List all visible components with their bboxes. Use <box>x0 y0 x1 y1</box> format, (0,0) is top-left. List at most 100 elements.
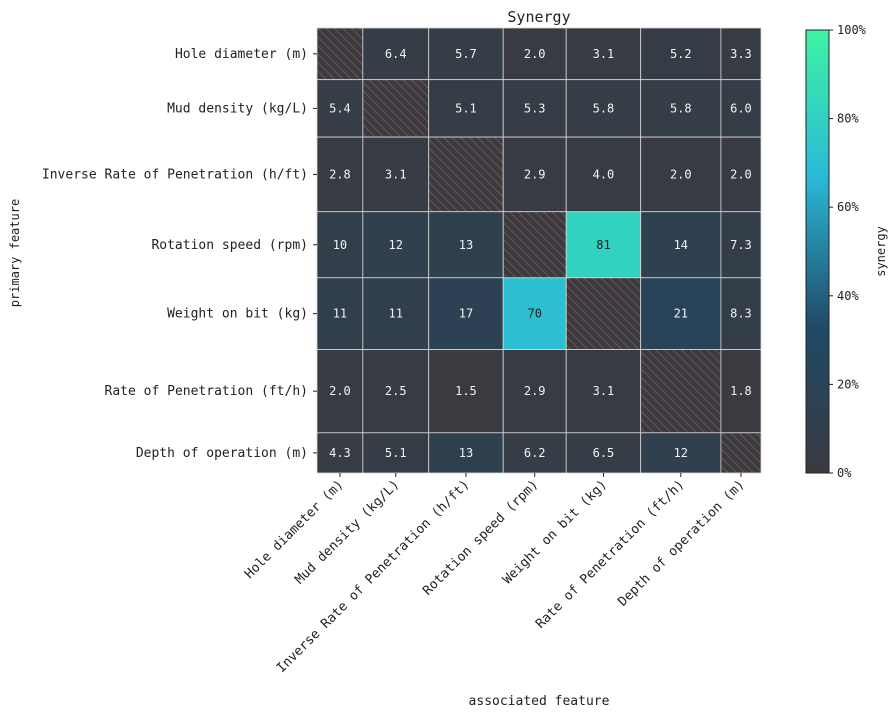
cell-value-label: 70 <box>527 307 541 321</box>
y-tick-labels: Hole diameter (m) Mud density (kg/L) Inver… <box>42 47 317 461</box>
cell-value-label: 8.3 <box>730 307 752 321</box>
heatmap-cell-diagonal <box>565 277 642 350</box>
x-tick-label: Hole diameter (m) <box>242 477 347 582</box>
cell-value-label: 4.3 <box>329 446 351 460</box>
cell-value-label: 2.0 <box>670 167 692 181</box>
cell-value-label: 3.1 <box>385 167 407 181</box>
y-axis-label: primary feature <box>8 199 22 307</box>
cell-value-label: 12 <box>389 238 403 252</box>
cell-value-label: 81 <box>596 238 610 252</box>
cell-value-label: 7.3 <box>730 238 752 252</box>
cell-value-label: 12 <box>674 446 688 460</box>
cell-value-label: 5.1 <box>385 446 407 460</box>
cell-value-label: 2.8 <box>329 167 351 181</box>
cell-value-label: 10 <box>333 238 347 252</box>
heatmap-cell <box>428 432 504 474</box>
heatmap-cell <box>428 277 504 350</box>
heatmap-cell-diagonal <box>720 432 762 474</box>
cell-value-label: 5.1 <box>455 101 477 115</box>
heatmap-cell <box>565 27 642 81</box>
heatmap-cell <box>640 27 722 81</box>
heatmap-cell <box>640 277 722 350</box>
heatmap-cell <box>502 277 567 350</box>
heatmap-cell <box>428 27 504 81</box>
y-tick-label: Rate of Penetration (ft/h) <box>105 384 309 399</box>
cell-value-label: 1.5 <box>455 384 477 398</box>
cell-value-label: 6.5 <box>593 446 615 460</box>
chart-title: Synergy <box>507 8 570 26</box>
cell-value-label: 5.4 <box>329 101 351 115</box>
cell-value-label: 2.9 <box>524 167 546 181</box>
heatmap-cell <box>565 349 642 434</box>
heatmap-cell <box>362 27 430 81</box>
cell-value-label: 17 <box>459 307 473 321</box>
cell-value-label: 5.2 <box>670 47 692 61</box>
y-tick-label: Weight on bit (kg) <box>167 307 308 322</box>
cell-value-label: 3.3 <box>730 47 752 61</box>
heatmap-cell-diagonal <box>640 349 722 434</box>
x-tick-label: Depth of operation (m) <box>615 477 747 609</box>
heatmap-cell <box>316 211 364 279</box>
cell-value-label: 11 <box>333 307 347 321</box>
cell-value-label: 11 <box>389 307 403 321</box>
x-axis-label: associated feature <box>469 694 610 709</box>
cell-value-label: 5.7 <box>455 47 477 61</box>
cell-value-label: 21 <box>674 307 688 321</box>
y-tick-label: Rotation speed (rpm) <box>151 238 308 253</box>
heatmap-cell <box>428 211 504 279</box>
heatmap-cell <box>565 211 642 279</box>
cell-value-label: 1.8 <box>730 384 752 398</box>
heatmap-cell <box>428 79 504 138</box>
heatmap-cell <box>502 432 567 474</box>
heatmap-cell <box>502 27 567 81</box>
cell-value-label: 2.5 <box>385 384 407 398</box>
cell-value-label: 2.0 <box>730 167 752 181</box>
heatmap-cell <box>720 27 762 81</box>
heatmap-cell-diagonal <box>362 79 430 138</box>
colorbar-tick-label: 20% <box>837 377 859 391</box>
cell-value-label: 2.9 <box>524 384 546 398</box>
colorbar-tick-label: 60% <box>837 200 859 214</box>
cell-value-label: 5.8 <box>670 101 692 115</box>
colorbar-tick-label: 40% <box>837 289 859 303</box>
cell-value-label: 5.8 <box>593 101 615 115</box>
heatmap-cell <box>362 136 430 213</box>
x-tick-label: Rotation speed (rpm) <box>420 477 541 598</box>
colorbar-label: synergy <box>874 226 888 277</box>
heatmap-cell-labels: 6.4 5.7 2.0 3.1 5.2 3.3 5.4 5.1 5.3 5.8 5.8 6.0 2.8 3… <box>329 47 752 460</box>
cell-value-label: 6.4 <box>385 47 407 61</box>
heatmap-cell <box>316 432 364 474</box>
cell-value-label: 6.2 <box>524 446 546 460</box>
heatmap-cell <box>720 136 762 213</box>
heatmap-cell <box>720 79 762 138</box>
heatmap-cell-diagonal <box>428 136 504 213</box>
heatmap-cell <box>316 349 364 434</box>
heatmap-cell <box>362 211 430 279</box>
x-tick-labels: Hole diameter (m)Mud density (kg/L)Inver… <box>242 473 748 676</box>
heatmap-cell <box>720 349 762 434</box>
cell-value-label: 14 <box>674 238 688 252</box>
cell-value-label: 2.0 <box>524 47 546 61</box>
cell-value-label: 2.0 <box>329 384 351 398</box>
colorbar-gradient <box>805 29 830 474</box>
heatmap-cell <box>640 432 722 474</box>
cell-value-label: 5.3 <box>524 101 546 115</box>
heatmap-cell <box>565 79 642 138</box>
heatmap-cell <box>316 277 364 350</box>
heatmap-cell <box>565 136 642 213</box>
heatmap-cell <box>640 136 722 213</box>
heatmap-cell-diagonal <box>502 211 567 279</box>
y-tick-label: Mud density (kg/L) <box>167 101 308 116</box>
heatmap-cell <box>720 277 762 350</box>
colorbar: 0% 20% 40% 60% 80% 100% synergy <box>805 23 888 480</box>
cell-value-label: 3.1 <box>593 47 615 61</box>
cell-value-label: 13 <box>459 446 473 460</box>
colorbar-tick-label: 0% <box>837 466 852 480</box>
heatmap-cell <box>640 211 722 279</box>
cell-value-label: 4.0 <box>593 167 615 181</box>
colorbar-ticks: 0% 20% 40% 60% 80% 100% <box>829 23 867 480</box>
heatmap-cell <box>720 211 762 279</box>
heatmap-cells <box>316 27 762 474</box>
heatmap-cell-diagonal <box>316 27 364 81</box>
